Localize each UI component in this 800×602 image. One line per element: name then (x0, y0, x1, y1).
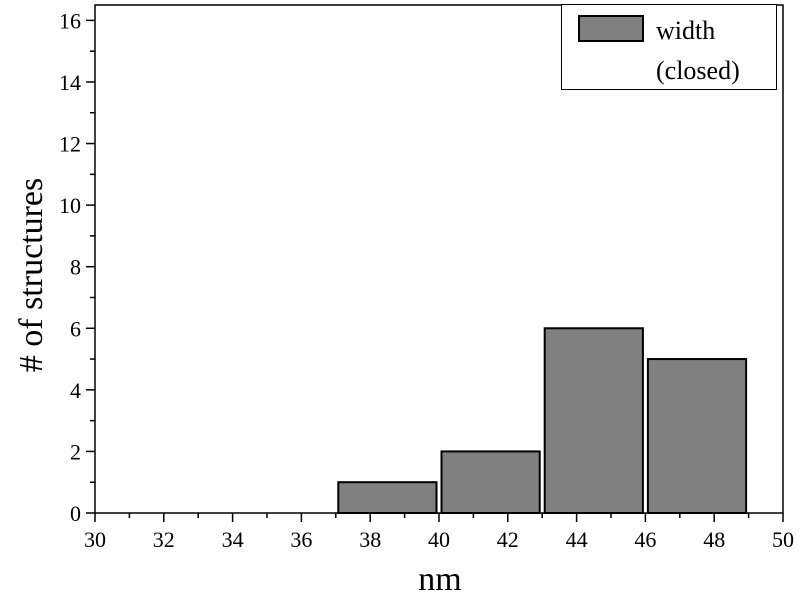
y-tick-label: 16 (59, 8, 81, 33)
bar (646, 358, 748, 514)
y-tick-label: 0 (70, 501, 81, 526)
y-tick-label: 10 (59, 193, 81, 218)
x-tick-label: 42 (497, 527, 519, 552)
x-tick-label: 30 (84, 527, 106, 552)
x-tick-label: 34 (222, 527, 244, 552)
x-tick-label: 32 (153, 527, 175, 552)
legend: width (closed) (561, 4, 777, 90)
x-axis-label: nm (418, 561, 461, 598)
y-axis-label: # of structures (13, 178, 50, 373)
x-tick-label: 36 (290, 527, 312, 552)
y-tick-label: 12 (59, 132, 81, 157)
bar (440, 450, 541, 515)
x-tick-label: 48 (703, 527, 725, 552)
y-tick-label: 6 (70, 316, 81, 341)
x-tick-label: 46 (634, 527, 656, 552)
x-tick-label: 50 (772, 527, 794, 552)
y-tick-label: 14 (59, 70, 81, 95)
legend-swatch (578, 15, 644, 42)
x-tick-label: 38 (359, 527, 381, 552)
bar (337, 481, 438, 515)
x-tick-label: 40 (428, 527, 450, 552)
x-tick-label: 44 (566, 527, 588, 552)
legend-label: width (closed) (656, 16, 740, 85)
y-tick-label: 4 (70, 378, 81, 403)
bar (543, 327, 644, 515)
y-tick-label: 8 (70, 255, 81, 280)
y-tick-label: 2 (70, 439, 81, 464)
